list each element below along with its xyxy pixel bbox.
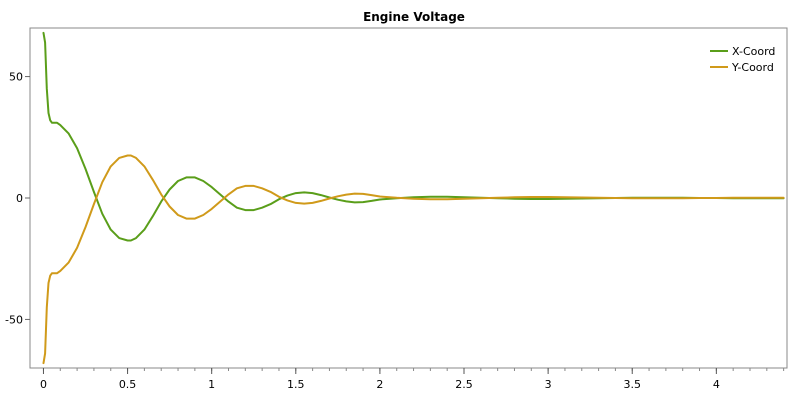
y-tick-label: 0 (16, 192, 23, 205)
x-tick-label: 2.5 (455, 378, 473, 391)
x-tick-label: 0.5 (119, 378, 137, 391)
x-tick-label: 3 (545, 378, 552, 391)
series-layer (42, 31, 785, 365)
y-tick-label: -50 (5, 313, 23, 326)
series-line-x-coord (42, 31, 785, 242)
x-tick-label: 2 (376, 378, 383, 391)
legend: X-Coord Y-Coord (710, 45, 775, 74)
x-tick-label: 0 (40, 378, 47, 391)
x-tick-label: 3.5 (623, 378, 641, 391)
chart-title: Engine Voltage (363, 10, 465, 24)
x-tick-label: 1 (208, 378, 215, 391)
series-line-y-coord (42, 154, 785, 365)
legend-label: Y-Coord (731, 61, 774, 74)
x-tick-label: 4 (713, 378, 720, 391)
axes: 50 0 -50 0 0.5 1 1.5 2 2.5 3 3.5 4 (5, 27, 788, 391)
y-tick-label: 50 (9, 71, 23, 84)
legend-label: X-Coord (732, 45, 775, 58)
x-tick-label: 1.5 (287, 378, 305, 391)
